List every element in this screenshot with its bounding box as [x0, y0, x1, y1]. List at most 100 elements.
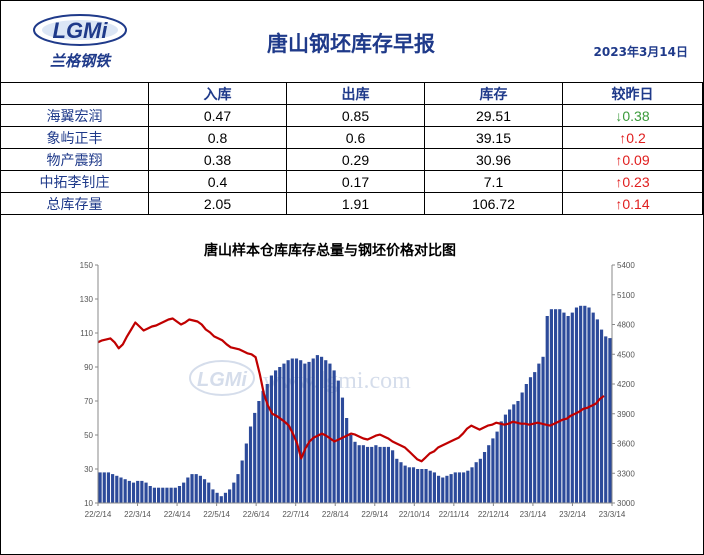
col-header-stock: 库存 — [424, 82, 563, 105]
table-row: 中拓李钊庄 0.4 0.17 7.1 ↑0.23 — [0, 170, 703, 193]
lgmi-logo: LGMi 兰格钢铁 — [33, 14, 127, 70]
inventory-bar — [545, 316, 549, 503]
inventory-bar — [253, 412, 257, 503]
inventory-bar — [420, 469, 424, 503]
inventory-bar — [169, 487, 173, 503]
y-right-tick-label: 3000 — [617, 499, 635, 508]
inventory-bar — [374, 445, 378, 503]
inventory-bar — [236, 474, 240, 503]
inventory-bar — [386, 446, 391, 503]
inventory-bar — [520, 392, 524, 503]
inventory-bar — [182, 482, 186, 503]
y-right-tick-label: 5100 — [617, 291, 635, 300]
inventory-table: 入库 出库 库存 较昨日 海翼宏润 0.47 0.85 29.51 ↓0.38 … — [0, 82, 703, 215]
x-tick-label: 22/2/14 — [85, 510, 112, 519]
y-right-tick-label: 3300 — [617, 469, 635, 478]
inventory-bar — [478, 458, 482, 503]
inventory-bar — [424, 469, 428, 503]
row-in: 0.47 — [148, 104, 287, 127]
inventory-bar — [345, 418, 349, 503]
inventory-bar — [340, 397, 345, 503]
inventory-bar — [148, 486, 152, 503]
inventory-bar — [365, 446, 370, 503]
inventory-bar — [399, 462, 403, 503]
inventory-bar — [282, 363, 286, 503]
report-date: 2023年3月14日 — [593, 45, 688, 59]
inventory-bar — [186, 477, 190, 503]
row-out: 0.85 — [286, 104, 425, 127]
inventory-bar — [115, 475, 119, 503]
inventory-bar — [570, 312, 574, 503]
row-stock: 30.96 — [424, 148, 563, 171]
y-left-tick-label: 130 — [80, 295, 94, 304]
inventory-bar — [131, 482, 136, 503]
row-change: ↑0.14 — [562, 192, 703, 215]
row-out: 0.17 — [286, 170, 425, 193]
row-stock: 29.51 — [424, 104, 563, 127]
y-right-tick-label: 4500 — [617, 350, 635, 359]
inventory-bar — [223, 492, 228, 503]
x-tick-label: 22/8/14 — [322, 510, 349, 519]
inventory-bar — [595, 319, 599, 503]
inventory-bar — [219, 496, 223, 503]
inventory-bar — [432, 472, 436, 503]
chart-title: 唐山样本仓库库存总量与钢坯价格对比图 — [204, 242, 456, 259]
inventory-bar — [286, 360, 290, 503]
inventory-bar — [562, 312, 566, 503]
y-left-tick-label: 90 — [84, 363, 93, 372]
y-left-tick-label: 110 — [80, 329, 93, 338]
inventory-bar — [482, 452, 487, 503]
inventory-bar — [512, 404, 516, 503]
inventory-bar — [574, 307, 579, 503]
y-right-tick-label: 4800 — [617, 321, 635, 330]
inventory-bar — [127, 480, 131, 503]
col-header-in: 入库 — [148, 82, 287, 105]
inventory-bar — [240, 460, 244, 503]
inventory-bar — [98, 472, 102, 503]
x-tick-label: 23/3/14 — [599, 510, 626, 519]
inventory-bar — [537, 363, 541, 503]
inventory-bar — [462, 472, 466, 503]
inventory-price-chart: 唐山样本仓库库存总量与钢坯价格对比图 LGMi www.lgmi.com 103… — [80, 242, 636, 519]
inventory-bar — [194, 474, 198, 503]
inventory-bar — [491, 438, 495, 503]
inventory-bar — [558, 309, 562, 503]
inventory-bar — [382, 446, 386, 503]
inventory-bar — [119, 477, 123, 503]
x-tick-label: 22/5/14 — [203, 510, 230, 519]
inventory-bar — [349, 435, 353, 503]
inventory-bar — [583, 305, 587, 503]
row-in: 0.8 — [148, 126, 287, 149]
report-header: LGMi 兰格钢铁 唐山钢坯库存早报 2023年3月14日 — [0, 0, 702, 83]
x-tick-label: 22/7/14 — [282, 510, 309, 519]
inventory-bar — [591, 312, 595, 503]
inventory-bar — [102, 472, 106, 503]
inventory-bar — [436, 475, 441, 503]
y-left-tick-label: 50 — [84, 431, 93, 440]
inventory-bar — [265, 384, 269, 503]
row-change: ↑0.23 — [562, 170, 703, 193]
inventory-bar — [495, 431, 499, 503]
inventory-bar — [299, 360, 303, 503]
row-name: 中拓李钊庄 — [0, 170, 149, 193]
table-row: 物产震翔 0.38 0.29 30.96 ↑0.09 — [0, 148, 703, 171]
row-in: 2.05 — [148, 192, 287, 215]
x-tick-label: 22/9/14 — [361, 510, 388, 519]
inventory-bars — [98, 305, 612, 503]
inventory-bar — [123, 479, 127, 503]
x-tick-label: 22/11/14 — [439, 510, 470, 519]
table-row: 海翼宏润 0.47 0.85 29.51 ↓0.38 — [0, 104, 703, 127]
row-name: 物产震翔 — [0, 148, 149, 171]
row-in: 0.4 — [148, 170, 287, 193]
logo-subtitle: 兰格钢铁 — [50, 52, 112, 70]
inventory-bar — [311, 358, 315, 503]
x-tick-label: 23/2/14 — [559, 510, 586, 519]
inventory-bar — [449, 474, 453, 503]
inventory-bar — [261, 390, 265, 503]
inventory-bar — [416, 469, 420, 503]
inventory-bar — [165, 487, 169, 503]
inventory-bar — [516, 401, 520, 503]
inventory-bar — [370, 446, 374, 503]
inventory-bar — [487, 445, 491, 503]
y-left-tick-label: 150 — [80, 261, 94, 270]
